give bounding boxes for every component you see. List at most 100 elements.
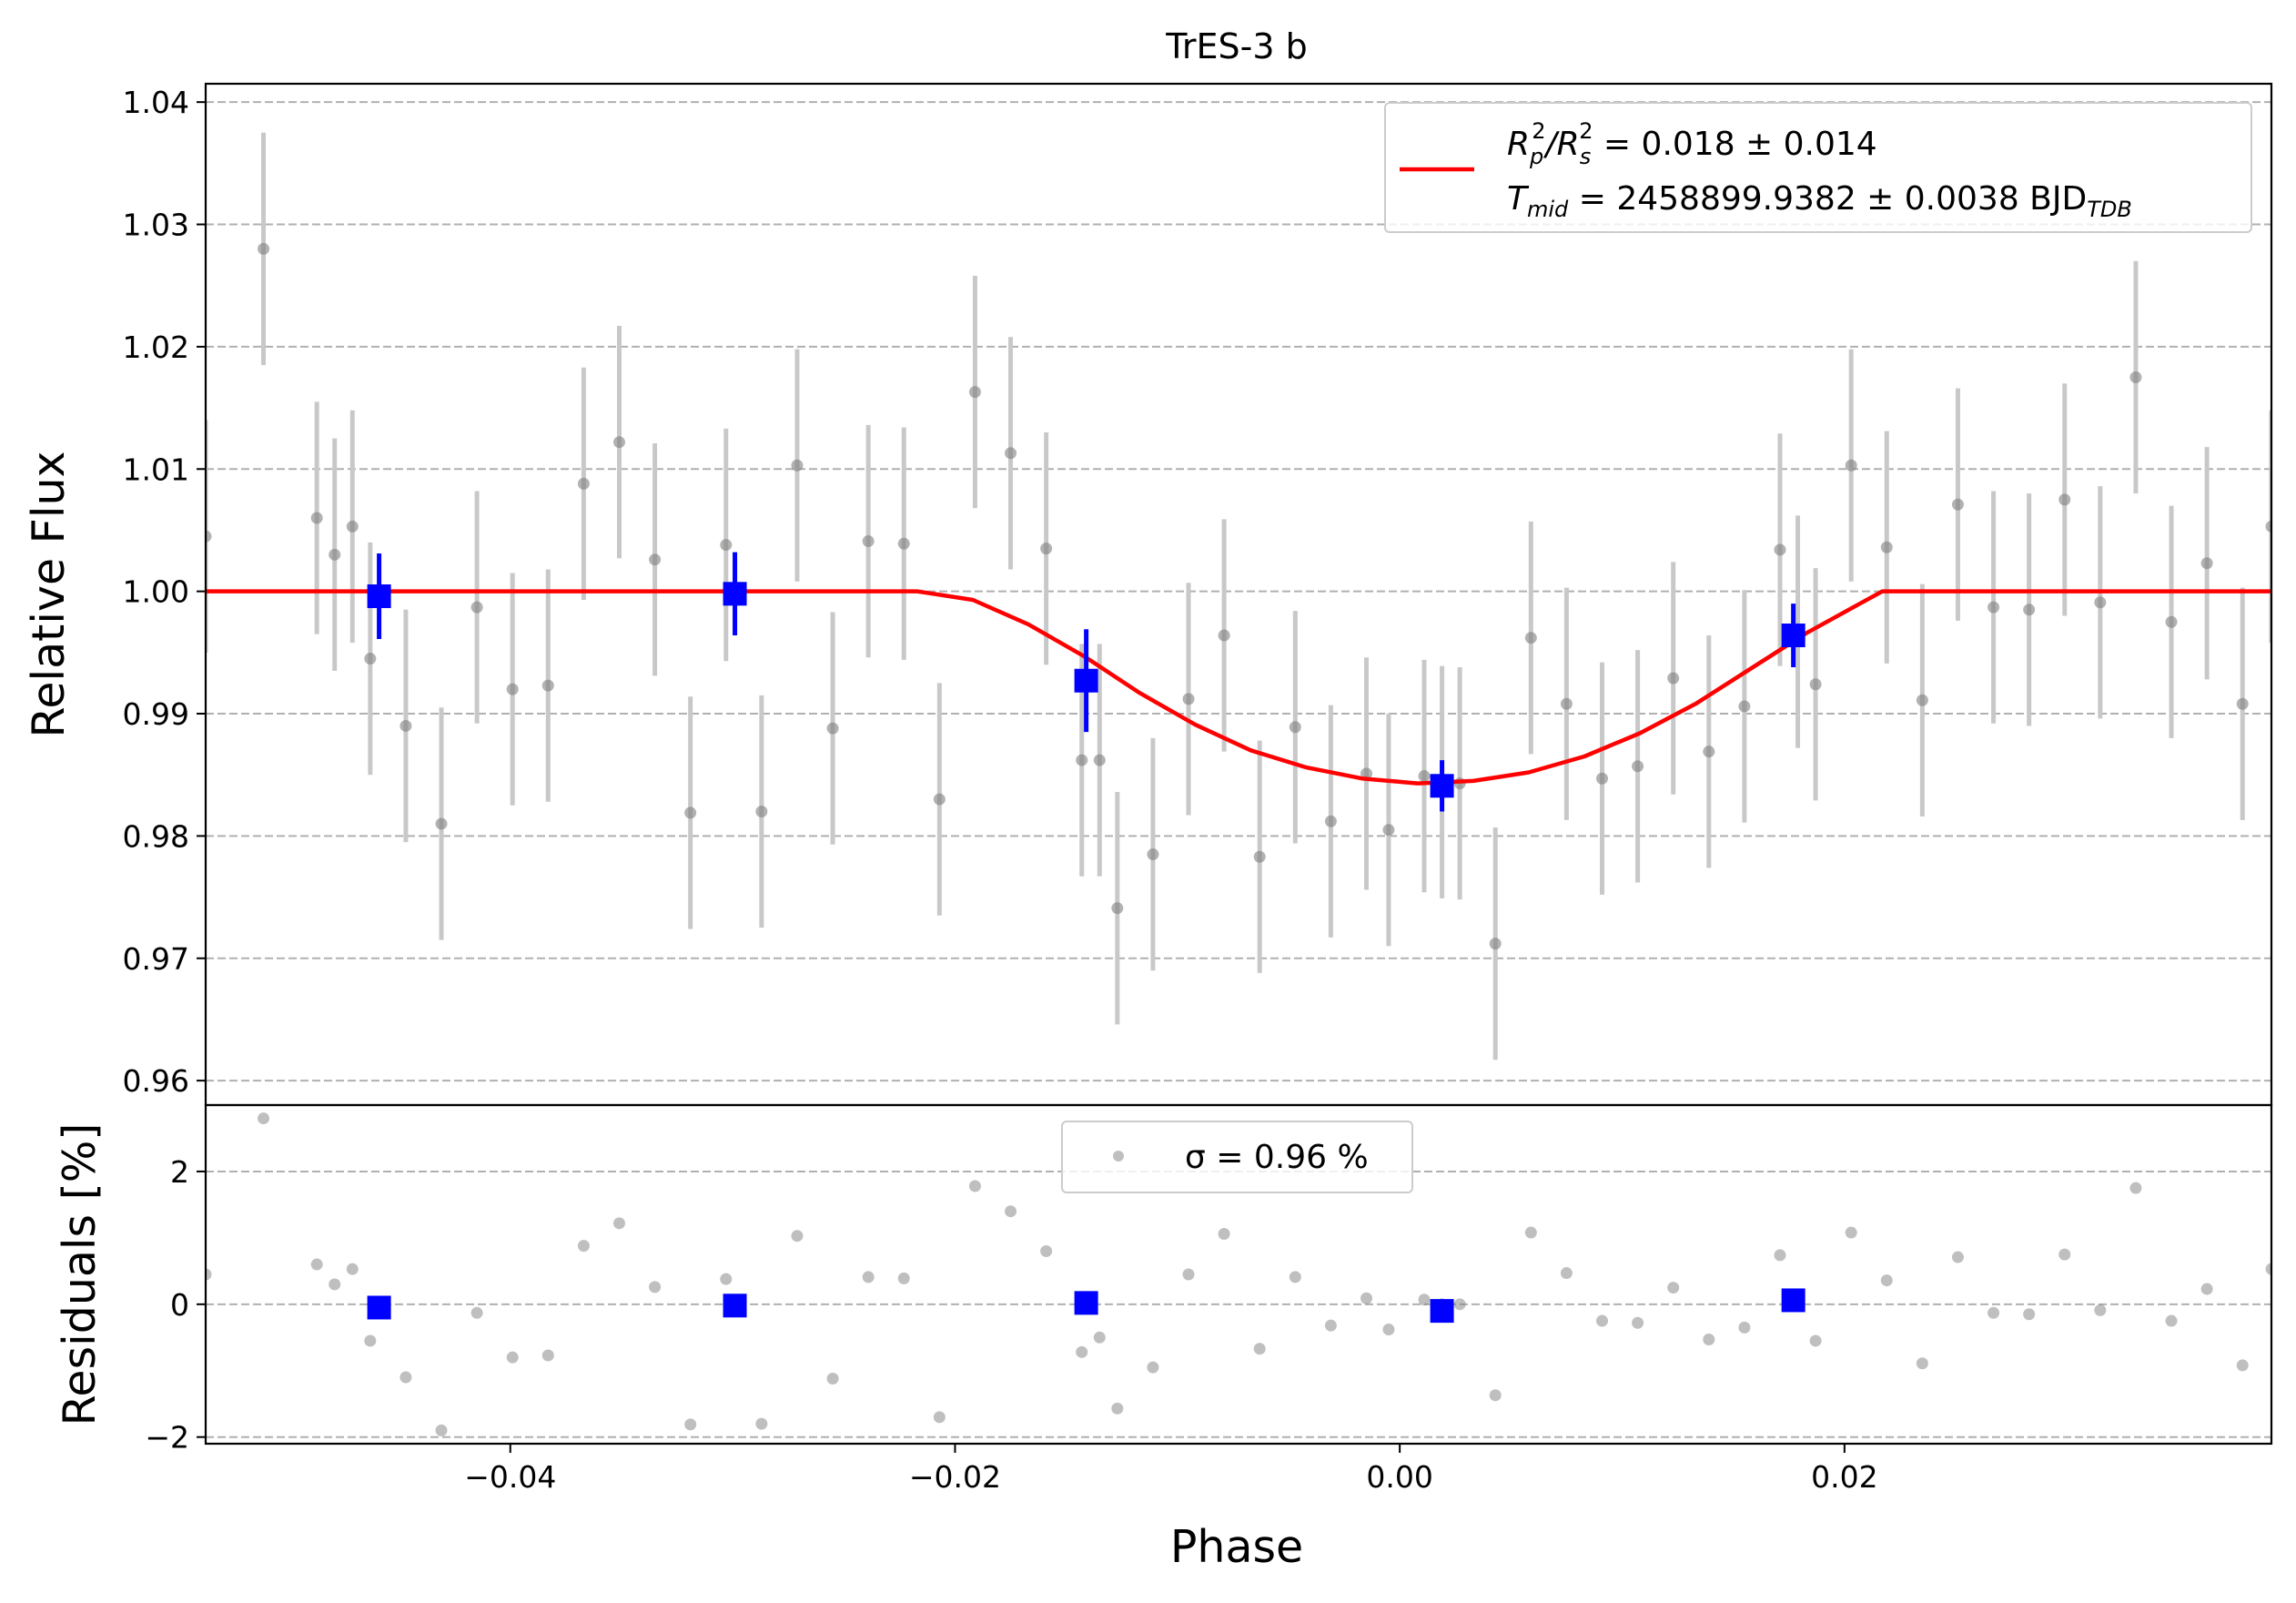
data-point (1703, 746, 1715, 758)
data-point (1809, 678, 1822, 691)
x-tick-label: 0.02 (1811, 1459, 1877, 1495)
data-point (2200, 557, 2213, 570)
residual-point (1093, 1331, 1106, 1344)
main-y-tick-label: 1.03 (123, 208, 189, 243)
data-point (897, 537, 910, 550)
main-y-tick-label: 0.97 (123, 941, 189, 977)
binned-residual-point (1430, 1299, 1454, 1324)
data-point (1916, 694, 1928, 706)
residual-point (2265, 1263, 2271, 1275)
data-point (1076, 754, 1088, 766)
main-panel: 0.96 0.97 0.98 0.99 1.00 1.01 1.02 1.03 1.04 Rel… (23, 82, 2273, 1107)
residual-point (1182, 1268, 1195, 1281)
data-point (541, 679, 554, 692)
data-point (968, 386, 981, 399)
binned-point (367, 584, 391, 609)
residual-point (1809, 1334, 1822, 1347)
residual-point (1111, 1402, 1124, 1415)
residual-point (2094, 1304, 2107, 1316)
legend-tmid-label: Tmid = 2458899.9382 ± 0.0038 BJDTDB (1507, 180, 2132, 222)
residual-point (1951, 1251, 1964, 1263)
residual-point (310, 1258, 323, 1271)
residual-point (2236, 1359, 2249, 1372)
residual-point (1324, 1319, 1337, 1332)
data-point (329, 548, 341, 561)
x-axis-label: Phase (1170, 1521, 1303, 1573)
residual-point (684, 1418, 697, 1431)
residual-point (1253, 1343, 1266, 1355)
residual-point (1774, 1249, 1786, 1262)
data-point (1218, 629, 1230, 642)
data-point (1382, 824, 1395, 837)
residual-point (826, 1373, 839, 1385)
data-point (755, 806, 768, 818)
main-y-ticks: 0.96 0.97 0.98 0.99 1.00 1.01 1.02 1.03 1.04 (123, 85, 206, 1099)
data-point (1632, 760, 1644, 773)
data-point (791, 459, 804, 472)
residual-point (400, 1371, 412, 1384)
data-point (826, 722, 839, 735)
data-point (364, 653, 377, 665)
main-y-tick-label: 1.04 (123, 85, 189, 120)
data-point (1524, 632, 1537, 644)
data-point (2023, 604, 2036, 616)
residual-point (720, 1273, 733, 1285)
residual-point (1596, 1314, 1609, 1327)
residual-point (1845, 1226, 1857, 1239)
residual-point (1289, 1271, 1301, 1283)
residual-point (791, 1230, 804, 1243)
data-point (577, 477, 590, 490)
data-point (612, 436, 625, 449)
data-point (1596, 772, 1609, 785)
data-point (258, 242, 270, 255)
legend-residual-marker (1113, 1151, 1124, 1162)
data-point (346, 520, 359, 533)
binned-residual-point (1781, 1288, 1805, 1313)
binned-residual-point (367, 1295, 391, 1320)
data-point (1667, 672, 1680, 685)
binned-point (1430, 774, 1454, 798)
residual-point (1382, 1324, 1395, 1336)
residual-point (258, 1112, 270, 1125)
residual-point (612, 1217, 625, 1230)
main-legend-box (1384, 102, 2252, 233)
residual-point (541, 1349, 554, 1362)
main-y-tick-label: 1.01 (123, 451, 189, 487)
data-point (1880, 541, 1893, 553)
residual-point (470, 1306, 483, 1319)
data-point (400, 719, 412, 732)
data-point (684, 807, 697, 819)
data-point (2165, 615, 2178, 628)
main-y-tick-label: 0.98 (123, 818, 189, 854)
residuals-frame (204, 1103, 2273, 1446)
binned-point (723, 582, 747, 606)
data-point (1147, 848, 1159, 861)
main-y-tick-label: 0.96 (123, 1063, 189, 1099)
x-tick-label: −0.04 (464, 1459, 556, 1495)
data-point (1324, 815, 1337, 827)
residual-point (1147, 1361, 1159, 1374)
data-point (206, 530, 212, 543)
residual-point (329, 1278, 341, 1291)
residuals-y-tick-label: 2 (170, 1154, 189, 1190)
residual-point (1360, 1292, 1373, 1304)
x-tick-label: 0.00 (1366, 1459, 1432, 1495)
data-point (1040, 543, 1053, 555)
data-point (2094, 596, 2107, 609)
residuals-x-ticks: −0.04 −0.02 0.00 0.02 (464, 1444, 1878, 1495)
residuals-y-tick-label: −2 (145, 1420, 189, 1456)
residual-point (755, 1417, 768, 1430)
residual-point (1040, 1244, 1053, 1257)
legend-sigma-label: σ = 0.96 % (1185, 1139, 1369, 1176)
residual-point (2129, 1182, 2142, 1194)
residual-point (506, 1351, 519, 1364)
data-point (1560, 697, 1573, 710)
residual-point (1916, 1357, 1928, 1370)
data-point (1418, 770, 1431, 783)
residual-point (968, 1180, 981, 1192)
residual-point (1524, 1226, 1537, 1239)
main-plot-area (206, 132, 2271, 1060)
data-point (506, 683, 519, 695)
main-y-tick-label: 0.99 (123, 696, 189, 732)
